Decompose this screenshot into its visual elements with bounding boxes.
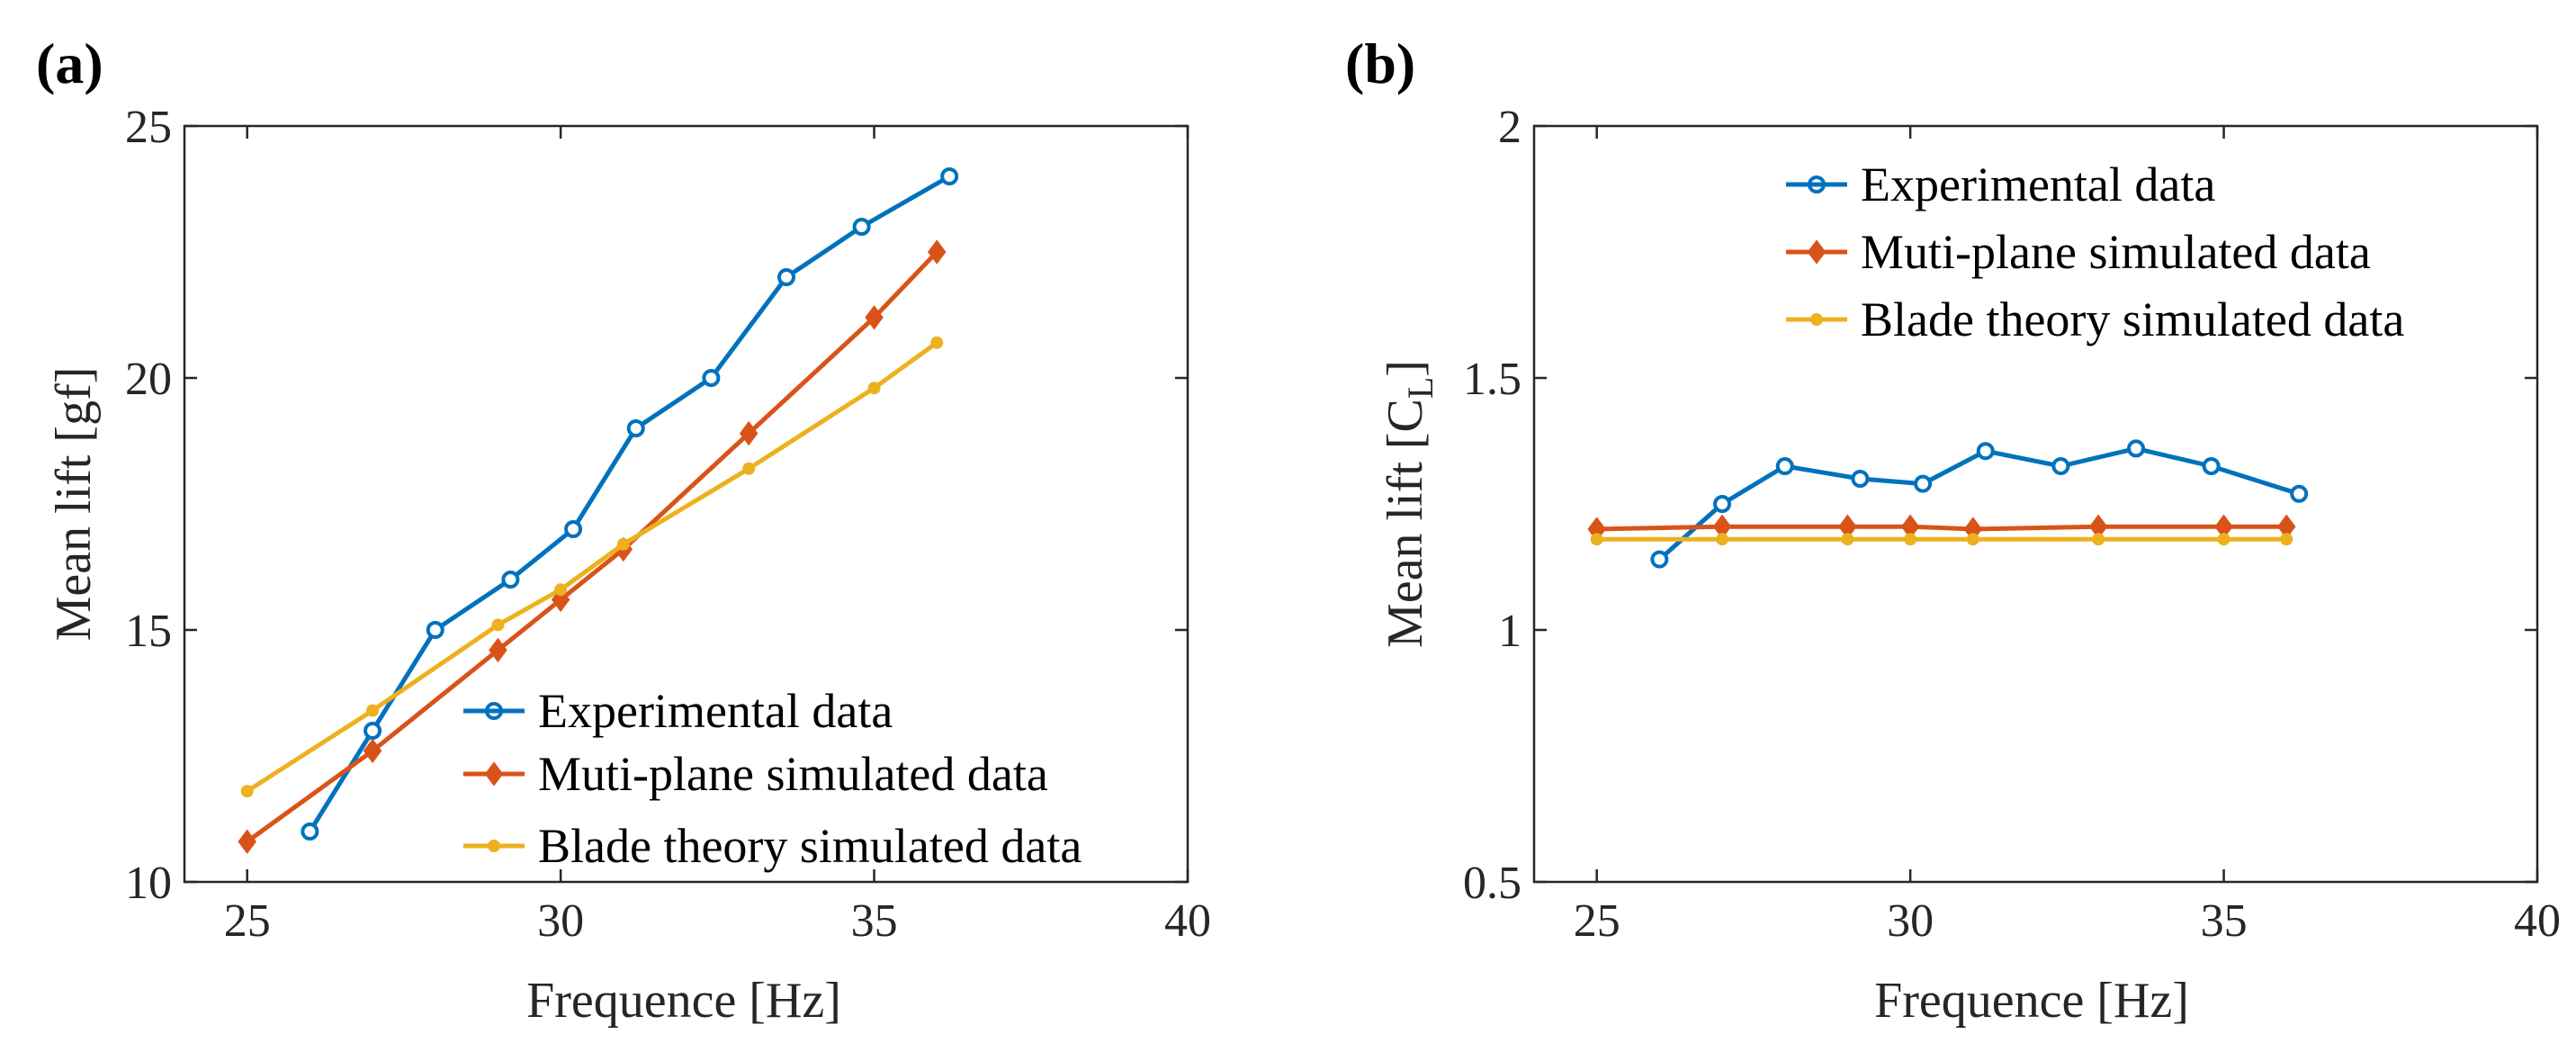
panel-b-y-axis-label-main: Mean lift [C (1378, 399, 1433, 648)
panel-b-data-point-dot (1590, 533, 1603, 546)
panel-a-data-point-dot (616, 537, 630, 551)
panel-a-label: (a) (36, 31, 103, 95)
panel-a-x-tick-label: 40 (1164, 895, 1211, 947)
panel-b-data-point-circle (1775, 457, 1794, 475)
panel-a-data-point-diamond (489, 637, 507, 663)
circle-marker-icon (1808, 175, 1826, 193)
panel-b-legend-entry-blade: Blade theory simulated data (1786, 292, 2404, 346)
panel-a-legend: Experimental data Muti-plane simulated d… (463, 684, 1082, 873)
panel-a-data-point-circle (364, 722, 382, 740)
panel-a-data-point-diamond (363, 738, 382, 764)
panel-b-data-point-dot (2092, 533, 2105, 546)
panel-b-x-tick-label: 40 (2514, 895, 2561, 947)
panel-b-data-point-dot (1966, 533, 1979, 546)
panel-b-data-point-circle (2127, 439, 2145, 458)
panel-a-data-point-circle (301, 823, 319, 841)
panel-b-y-tick-label: 1 (1498, 606, 1521, 657)
panel-a-data-point-diamond (739, 420, 758, 446)
panel-b-y-axis-label-end: ] (1378, 360, 1433, 377)
panel-a-legend-entry-blade: Blade theory simulated data (463, 819, 1082, 873)
panel-b-data-point-circle (1851, 470, 1870, 488)
panel-a-data-point-circle (777, 268, 795, 286)
panel-b-axes-frame (1532, 124, 2539, 884)
panel-a-x-axis-label: Frequence [Hz] (526, 973, 841, 1029)
panel-a-data-point-diamond (238, 829, 256, 854)
panel-b-x-tick-label: 35 (2201, 895, 2248, 947)
panel-b-y-axis-label-subscript: L (1400, 377, 1441, 399)
panel-b-data-point-circle (2202, 457, 2221, 475)
panel-a-data-point-dot (742, 462, 756, 475)
panel-a-series-line-0 (308, 174, 951, 833)
panel-b-legend: Experimental data Muti-plane simulated d… (1786, 157, 2404, 346)
panel-a-x-tick-label: 25 (224, 895, 271, 947)
panel-a-data-point-diamond (865, 305, 884, 330)
panel-a-axes-frame (183, 124, 1189, 884)
panel-a-data-point-dot (554, 583, 568, 597)
panel-a-y-tick-label: 20 (125, 354, 172, 405)
panel-a-plot-area: 25 30 35 40 10 15 20 25 (125, 102, 1211, 947)
panel-b-data-point-circle (1914, 474, 1933, 493)
panel-b-x-axis-label: Frequence [Hz] (1874, 973, 2189, 1029)
panel-b-y-tick-label: 1.5 (1463, 354, 1521, 405)
panel-a-data-point-circle (852, 218, 871, 236)
panel-a-y-axis-label: Mean lift [gf] (46, 367, 102, 642)
panel-b-data-point-circle (2290, 484, 2309, 503)
dot-marker-icon (488, 840, 500, 852)
panel-b-data-point-dot (1716, 533, 1729, 546)
panel-a-data-point-dot (491, 618, 505, 632)
panel-b-data-point-dot (1904, 533, 1917, 546)
panel-a-x-tick-label: 35 (851, 895, 898, 947)
panel-b-data-point-circle (2051, 457, 2070, 475)
panel-a-legend-entry-multiplane: Muti-plane simulated data (463, 747, 1048, 801)
panel-b-label: (b) (1345, 31, 1415, 95)
panel-b-data-point-dot (2280, 533, 2293, 546)
panel-b-data-point-dot (2217, 533, 2230, 546)
panel-a-y-tick-label: 25 (125, 102, 172, 153)
panel-a-data-point-dot (930, 336, 944, 349)
panel-a-data-point-dot (240, 785, 254, 798)
panel-b-plot-area: 25 30 35 40 0.5 1 1.5 2 (1463, 102, 2561, 947)
circle-marker-icon (485, 702, 503, 720)
panel-a-data-point-dot (366, 704, 380, 717)
panel-b-data-point-circle (1976, 442, 1995, 461)
panel-a-x-tick-label: 30 (537, 895, 584, 947)
dot-marker-icon (1810, 313, 1823, 326)
legend-label: Muti-plane simulated data (538, 747, 1048, 801)
panel-b-y-axis-label: Mean lift [CL] (1378, 360, 1441, 648)
panel-b-data-point-circle (1650, 550, 1669, 569)
panel-a-series-line-2 (246, 340, 938, 794)
panel-b: (b) 25 30 35 40 0.5 1 1.5 2 Frequence [Hz] Mean… (1345, 31, 2561, 1029)
panel-a-data-point-circle (426, 621, 444, 639)
panel-b-data-point-dot (1841, 533, 1854, 546)
panel-b-y-tick-label: 2 (1498, 102, 1521, 153)
legend-label: Experimental data (1861, 157, 2215, 211)
diamond-marker-icon (484, 761, 504, 787)
panel-b-y-tick-label: 0.5 (1463, 858, 1521, 909)
panel-b-legend-entry-multiplane: Muti-plane simulated data (1786, 225, 2371, 279)
panel-a-y-tick-label: 15 (125, 606, 172, 657)
panel-a-data-point-circle (702, 369, 721, 387)
panel-a-data-point-circle (564, 520, 583, 538)
legend-label: Blade theory simulated data (1861, 292, 2404, 346)
panel-b-data-point-circle (1713, 495, 1732, 513)
legend-label: Muti-plane simulated data (1861, 225, 2371, 279)
panel-a-data-point-circle (626, 419, 645, 437)
panel-a-legend-entry-experimental: Experimental data (463, 684, 893, 738)
panel-a: (a) 25 30 35 40 10 15 20 25 Frequence [Hz] Mean… (36, 31, 1211, 1029)
panel-b-legend-entry-experimental: Experimental data (1786, 157, 2215, 211)
panel-b-x-tick-label: 25 (1574, 895, 1620, 947)
panel-a-data-point-circle (940, 167, 959, 185)
panel-b-x-tick-label: 30 (1887, 895, 1934, 947)
panel-a-y-tick-label: 10 (125, 858, 172, 909)
legend-label: Experimental data (538, 684, 893, 738)
panel-a-data-point-circle (501, 571, 520, 589)
panel-b-series-line-1 (1596, 524, 2287, 532)
panel-a-data-point-diamond (928, 239, 947, 265)
legend-label: Blade theory simulated data (538, 819, 1082, 873)
panel-b-series-line-0 (1657, 445, 2300, 562)
diamond-marker-icon (1807, 239, 1827, 265)
panel-a-data-point-dot (867, 382, 881, 395)
panel-a-series-line-1 (246, 250, 939, 844)
